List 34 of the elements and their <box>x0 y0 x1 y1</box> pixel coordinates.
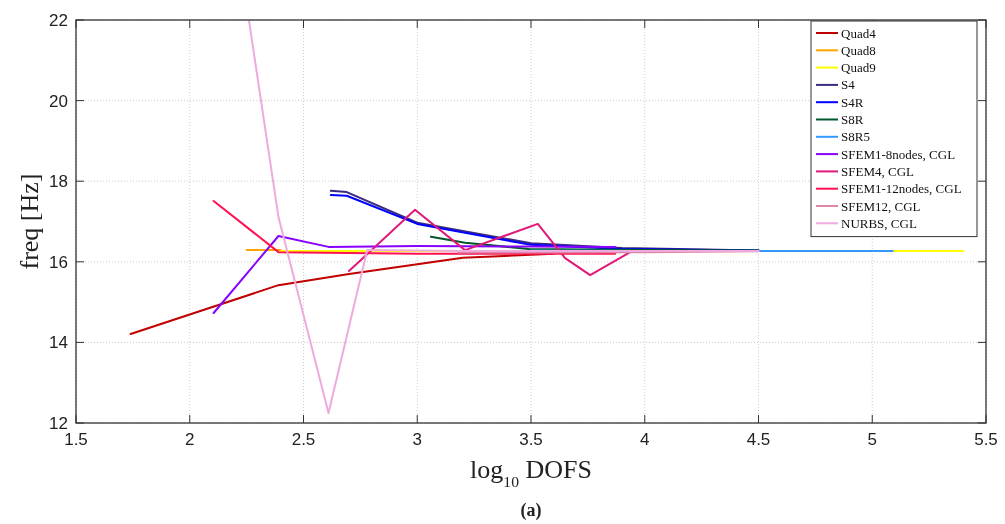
legend-label: Quad9 <box>841 60 876 76</box>
x-axis-title: log$_{10}$ DOFS <box>470 455 592 490</box>
y-tick-label: 14 <box>49 333 68 353</box>
legend-label: SFEM4, CGL <box>841 163 915 179</box>
y-tick-label: 12 <box>49 414 68 433</box>
x-tick-label: 3 <box>412 430 422 449</box>
legend-label: Quad4 <box>841 25 877 41</box>
text: (a) <box>520 500 542 521</box>
x-tick-label: 1.5 <box>64 430 88 449</box>
x-tick-label: 5.5 <box>974 430 998 449</box>
x-tick-label: 5 <box>867 430 877 449</box>
line-series <box>247 20 760 414</box>
y-tick-label: 18 <box>49 172 68 192</box>
y-tick-label: 22 <box>49 11 68 30</box>
x-tick-label: 2 <box>185 430 195 449</box>
y-tick-label: 20 <box>49 91 68 111</box>
x-tick-label: 3.5 <box>519 430 543 449</box>
y-tick-label: 16 <box>49 252 68 272</box>
line-series <box>348 208 630 277</box>
line-series <box>212 199 617 255</box>
line-series <box>212 235 617 314</box>
legend-label: SFEM1-12nodes, CGL <box>841 181 962 197</box>
legend-label: S8R5 <box>841 129 870 145</box>
legend-label: S8R <box>841 112 864 127</box>
x-tick-label: 4 <box>640 430 650 449</box>
x-tick-label: 2.5 <box>291 430 316 449</box>
legend-label: SFEM12, CGL <box>841 198 921 214</box>
y-axis-title: freq [Hz] <box>15 173 44 270</box>
legend-label: S4R <box>841 94 864 110</box>
legend-label: NURBS, CGL <box>841 215 917 231</box>
legend-label: S4 <box>841 77 856 93</box>
x-tick-label: 4.5 <box>746 430 771 449</box>
legend-label: Quad8 <box>841 42 876 58</box>
legend-label: SFEM1-8nodes, CGL <box>841 146 956 162</box>
